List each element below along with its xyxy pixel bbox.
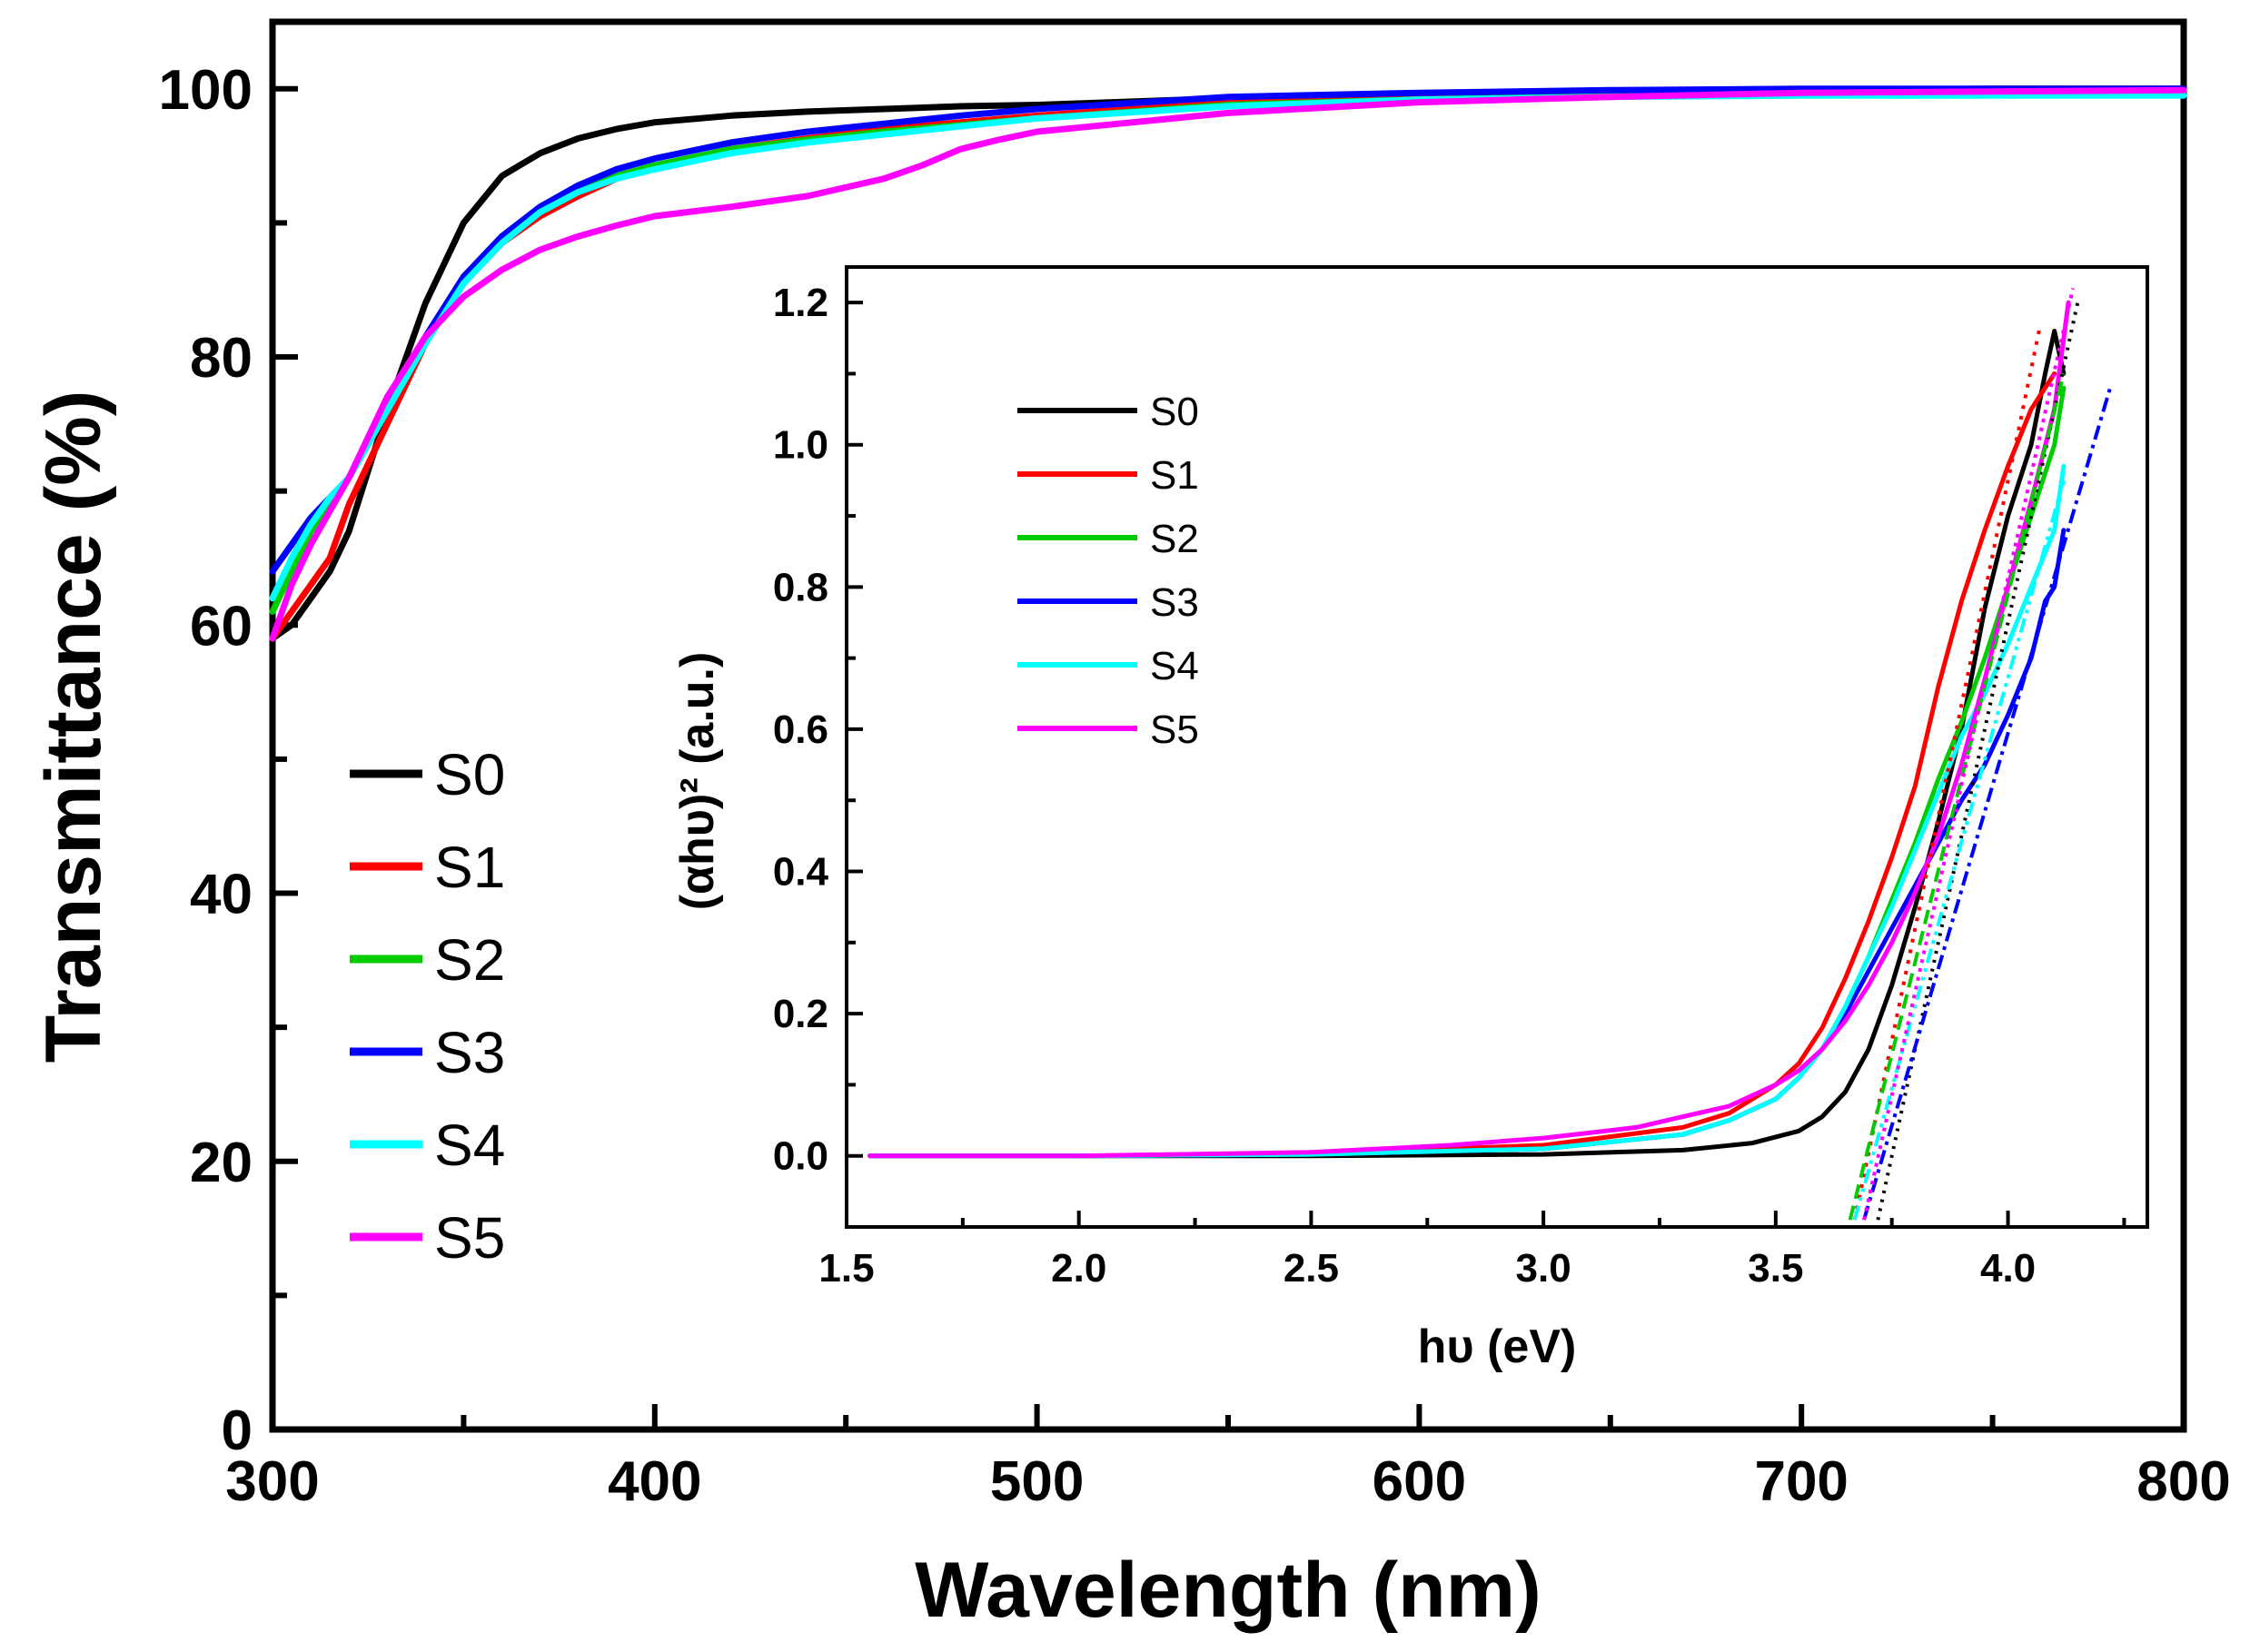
- inset-fit-line-4: [1852, 480, 2066, 1221]
- main-series-group: [269, 85, 2187, 642]
- inset-plot-frame: [845, 265, 2149, 1229]
- main-x-axis-label: Wavelength (nm): [915, 1547, 1541, 1634]
- inset-x-tick-label: 1.5: [818, 1246, 874, 1291]
- main-y-tick-labels: 0 20 40 60 80 100: [159, 59, 253, 1462]
- inset-y-axis-label: (αhυ)² (a.u.): [671, 652, 724, 911]
- inset-y-tick-label: 1.0: [773, 423, 828, 468]
- inset-y-tick-label: 0.0: [773, 1134, 828, 1179]
- inset-legend-label: S0: [1150, 390, 1199, 434]
- inset-legend-label: S3: [1150, 580, 1199, 625]
- inset-y-tick-label: 0.2: [773, 992, 828, 1036]
- inset-legend-label: S1: [1150, 453, 1199, 498]
- inset-x-tick-label: 4.0: [1980, 1246, 2036, 1291]
- main-legend-label: S1: [434, 835, 505, 900]
- main-legend-label: S4: [434, 1113, 505, 1178]
- main-y-tick-label: 40: [190, 864, 253, 926]
- main-plot: 300 400 500 600 700 800 0 20 40 60 80 100 Waveleng…: [30, 18, 2231, 1634]
- main-legend-label: S5: [434, 1205, 505, 1271]
- main-y-tick-label: 0: [222, 1400, 253, 1462]
- inset-series-s0: [867, 329, 2067, 1159]
- inset-series-s1: [867, 371, 2057, 1159]
- inset-x-axis-label: hυ (eV): [1418, 1321, 1577, 1373]
- main-y-axis-label: Transmittance (%): [30, 391, 117, 1063]
- inset-y-tick-label: 0.8: [773, 565, 828, 609]
- main-x-tick-label: 400: [608, 1450, 701, 1513]
- main-legend: S0 S1 S2 S3 S4 S5: [350, 742, 505, 1271]
- inset-legend: S0 S1 S2 S3 S4 S5: [1017, 390, 1199, 752]
- inset-series-s4: [867, 463, 2067, 1159]
- inset-legend-label: S4: [1150, 644, 1199, 688]
- inset-y-tick-label: 1.2: [773, 281, 828, 325]
- inset-legend-label: S5: [1150, 707, 1199, 752]
- inset-x-tick-label: 2.5: [1284, 1246, 1339, 1291]
- main-legend-label: S0: [434, 742, 505, 807]
- inset-legend-label: S2: [1150, 517, 1199, 561]
- inset-x-tick-labels: 1.5 2.0 2.5 3.0 3.5 4.0: [818, 1246, 2036, 1291]
- inset-fit-lines: [1848, 288, 2113, 1221]
- main-y-tick-label: 100: [159, 59, 253, 122]
- main-x-tick-label: 500: [990, 1450, 1084, 1513]
- inset-y-tick-label: 0.4: [773, 850, 829, 895]
- main-x-tick-label: 800: [2136, 1450, 2230, 1513]
- inset-x-tick-label: 3.0: [1516, 1246, 1571, 1291]
- inset-x-tick-label: 3.5: [1748, 1246, 1803, 1291]
- main-legend-label: S2: [434, 927, 505, 993]
- main-x-tick-label: 300: [225, 1450, 319, 1513]
- inset-y-tick-label: 0.6: [773, 707, 828, 752]
- main-y-tick-label: 60: [190, 595, 253, 658]
- inset-plot-background: [847, 267, 2147, 1227]
- inset-plot: 1.5 2.0 2.5 3.0 3.5 4.0 0.0 0.2 0.4 0.6 0.8 1.0 1.2…: [671, 265, 2149, 1373]
- main-x-tick-label: 600: [1373, 1450, 1466, 1513]
- main-series-s5: [269, 86, 2187, 642]
- inset-y-tick-labels: 0.0 0.2 0.4 0.6 0.8 1.0 1.2: [773, 281, 829, 1179]
- inset-x-tick-label: 2.0: [1051, 1246, 1106, 1291]
- main-y-tick-label: 20: [190, 1132, 253, 1194]
- main-x-tick-label: 700: [1754, 1450, 1848, 1513]
- main-legend-label: S3: [434, 1020, 505, 1085]
- main-y-tick-label: 80: [190, 327, 253, 390]
- inset-fit-line-2: [1848, 372, 2066, 1221]
- main-x-tick-labels: 300 400 500 600 700 800: [225, 1450, 2230, 1513]
